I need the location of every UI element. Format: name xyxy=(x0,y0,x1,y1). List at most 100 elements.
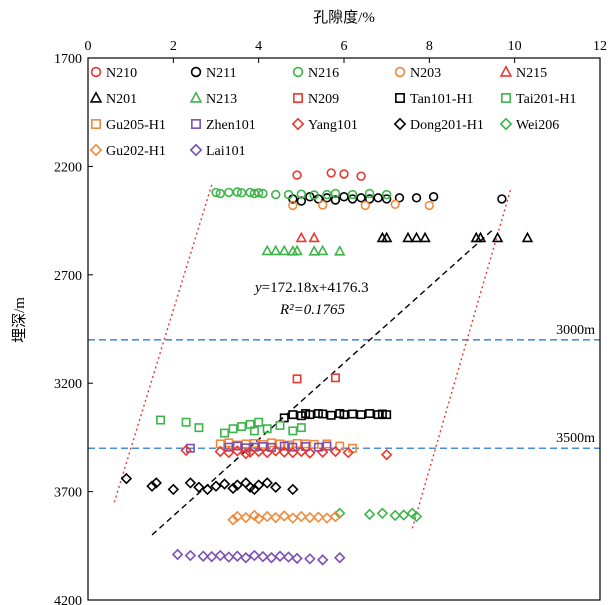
data-point xyxy=(156,415,166,425)
x-tick-label: 10 xyxy=(508,39,522,54)
data-point xyxy=(232,187,243,197)
data-point xyxy=(258,188,268,199)
data-point xyxy=(348,409,358,419)
data-point xyxy=(210,480,222,492)
data-point xyxy=(197,550,209,562)
data-point xyxy=(398,509,410,521)
data-point xyxy=(120,472,133,485)
legend-item-tan101-h1: Tan101-H1 xyxy=(395,92,474,107)
data-point xyxy=(308,231,320,243)
data-point xyxy=(224,442,234,452)
legend-label: N201 xyxy=(106,92,137,107)
data-point xyxy=(381,189,392,200)
legend-marker xyxy=(89,143,103,157)
series-n213 xyxy=(261,244,346,256)
data-point xyxy=(497,194,507,204)
data-point xyxy=(364,188,375,199)
data-point xyxy=(270,481,282,493)
legend-marker xyxy=(499,65,513,77)
data-point xyxy=(326,168,336,178)
data-point xyxy=(257,550,269,563)
series-n216 xyxy=(211,187,392,200)
data-point xyxy=(411,193,422,203)
legend-label: Zhen101 xyxy=(206,118,256,133)
legend-item-n201: N201 xyxy=(89,91,137,107)
data-point xyxy=(252,512,265,525)
legend-item-gu202-h1: Gu202-H1 xyxy=(89,143,166,159)
data-point xyxy=(305,192,315,202)
legend-marker xyxy=(394,66,406,78)
data-point xyxy=(292,374,302,384)
legend-item-n213: N213 xyxy=(189,91,237,107)
data-point xyxy=(292,170,302,180)
data-point xyxy=(381,194,392,204)
data-point xyxy=(296,189,307,199)
data-point xyxy=(150,477,162,489)
legend-marker xyxy=(189,91,203,103)
legend-item-dong201-h1: Dong201-H1 xyxy=(393,117,484,133)
y-tick-label: 3200 xyxy=(54,377,82,392)
data-point xyxy=(322,439,332,449)
data-point xyxy=(410,510,423,523)
data-point xyxy=(334,245,346,256)
data-point xyxy=(278,244,290,256)
legend-label: Tai201-H1 xyxy=(516,92,576,107)
data-point xyxy=(282,551,295,563)
legend-item-n203: N203 xyxy=(394,66,441,81)
legend-item-n216: N216 xyxy=(292,66,339,81)
data-point xyxy=(224,187,234,198)
data-point xyxy=(295,231,308,243)
data-point xyxy=(329,445,342,458)
plot-frame xyxy=(87,57,601,601)
series-lai101 xyxy=(171,548,346,566)
data-point xyxy=(193,481,205,493)
data-point xyxy=(316,446,329,458)
data-point xyxy=(330,188,341,199)
data-point xyxy=(146,480,158,492)
legend-item-wei206: Wei206 xyxy=(499,117,559,133)
legend-label: Gu205-H1 xyxy=(106,118,166,133)
legend-marker xyxy=(292,66,304,78)
series-n209 xyxy=(292,373,340,384)
data-point xyxy=(329,510,342,523)
x-tick-label: 0 xyxy=(85,39,92,54)
trend-line-group: y=172.18x+4176.3 R²=0.1765 xyxy=(151,228,494,536)
legend-marker xyxy=(395,93,405,103)
data-point xyxy=(278,446,290,458)
data-point xyxy=(304,447,316,459)
data-point xyxy=(279,441,289,451)
legend-label: Yang101 xyxy=(308,118,358,133)
legend-marker xyxy=(393,117,407,131)
data-point xyxy=(316,244,329,256)
data-point xyxy=(184,549,197,562)
data-point xyxy=(215,188,225,199)
data-point xyxy=(364,194,375,204)
data-point xyxy=(278,510,290,522)
x-tick-label: 8 xyxy=(426,39,433,54)
data-point xyxy=(363,508,376,521)
data-point xyxy=(171,548,184,561)
data-point xyxy=(201,483,214,496)
data-point xyxy=(288,410,298,420)
data-point xyxy=(317,200,328,210)
data-point xyxy=(288,426,298,436)
y-tick-label: 3700 xyxy=(54,486,82,501)
data-point xyxy=(322,193,332,203)
data-point xyxy=(240,447,252,460)
data-point xyxy=(419,231,431,243)
data-point xyxy=(218,478,231,490)
data-point xyxy=(228,424,238,434)
legend-item-gu205-h1: Gu205-H1 xyxy=(91,118,166,133)
legend-marker xyxy=(191,119,201,129)
data-point xyxy=(181,417,191,427)
data-point xyxy=(254,417,264,427)
data-point xyxy=(356,410,366,420)
data-point xyxy=(301,439,311,449)
data-point xyxy=(365,409,375,419)
y-tick-label: 2200 xyxy=(54,160,82,175)
data-point xyxy=(185,443,195,453)
data-point xyxy=(275,420,285,430)
data-point xyxy=(360,200,371,211)
data-point xyxy=(428,192,439,202)
